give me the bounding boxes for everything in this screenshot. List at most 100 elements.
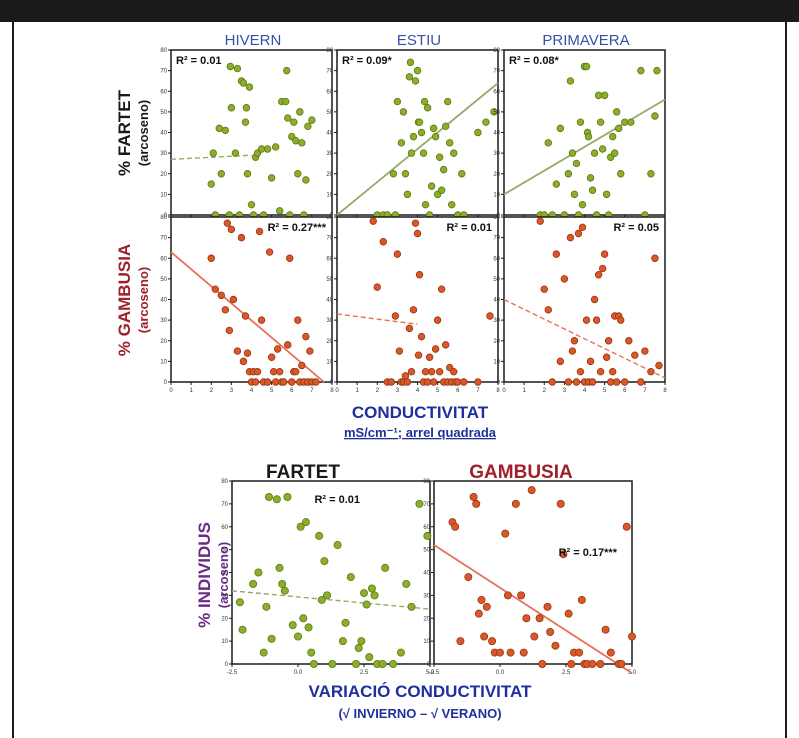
data-point (284, 114, 292, 122)
data-point (469, 493, 478, 502)
data-point (370, 591, 379, 600)
data-point (239, 357, 248, 366)
data-point (458, 170, 466, 178)
data-point (407, 367, 416, 376)
data-point (448, 200, 456, 209)
data-point (488, 637, 497, 646)
data-point (590, 295, 599, 304)
data-point (536, 217, 544, 225)
data-point (328, 660, 337, 669)
data-point (409, 132, 418, 141)
data-point (292, 137, 300, 145)
fit-line (336, 82, 499, 216)
y-tick-label: 80 (493, 215, 500, 221)
y-tick-label: 40 (160, 131, 167, 137)
y-tick-label: 50 (221, 548, 228, 554)
y-tick-label: 50 (326, 110, 333, 116)
data-point (395, 347, 404, 355)
data-point (551, 641, 560, 650)
data-point (288, 378, 296, 386)
data-point (556, 499, 565, 508)
x-tick-label: 2.5 (360, 670, 369, 676)
data-point (570, 190, 579, 199)
data-point (425, 353, 434, 361)
data-point (480, 632, 489, 641)
data-point (413, 229, 422, 238)
x-tick-label: 8 (330, 388, 334, 394)
data-point (393, 97, 402, 106)
x-tick-label: 2 (376, 388, 380, 394)
data-point (302, 176, 310, 184)
y-label-individus-sub: (arcoseno) (216, 542, 231, 608)
data-point (653, 66, 661, 75)
data-point (450, 149, 458, 157)
data-point (546, 627, 555, 636)
data-point (401, 170, 410, 178)
data-point (294, 316, 302, 324)
r-squared-label: R² = 0.09* (342, 55, 393, 67)
y-tick-label: 0 (164, 213, 168, 219)
data-point (231, 149, 240, 157)
data-point (362, 600, 371, 609)
data-point (217, 291, 226, 300)
y-tick-label: 70 (160, 69, 167, 75)
data-point (615, 124, 623, 133)
data-point (596, 660, 605, 669)
data-point (570, 337, 579, 345)
data-point (312, 378, 320, 386)
y-tick-label: 0 (330, 380, 334, 386)
data-point (637, 66, 645, 75)
data-point (414, 351, 423, 359)
data-point (568, 149, 577, 157)
x-tick-label: 2.5 (562, 670, 571, 676)
fit-line (170, 154, 252, 161)
data-point (307, 648, 316, 657)
data-point (209, 149, 217, 157)
data-point (369, 217, 377, 225)
data-point (598, 264, 607, 273)
data-point (267, 634, 276, 643)
y-tick-label: 10 (326, 359, 333, 365)
data-point (559, 550, 568, 559)
data-point (482, 602, 491, 611)
data-point (435, 153, 444, 161)
data-point (223, 219, 232, 227)
data-point (601, 625, 610, 634)
data-point (517, 591, 526, 600)
data-point (393, 250, 402, 258)
data-point (511, 499, 520, 508)
data-point (269, 367, 278, 376)
x-tick-label: 6 (623, 388, 627, 394)
y-tick-label: 50 (423, 548, 430, 554)
data-point (576, 118, 585, 126)
data-point (446, 139, 454, 147)
data-point (596, 118, 605, 126)
data-point (301, 518, 310, 527)
col-title-hivern: HIVERN (225, 32, 282, 49)
data-point (207, 180, 215, 188)
data-point (221, 306, 230, 314)
data-point (477, 595, 486, 604)
data-point (333, 541, 342, 550)
data-point (237, 233, 246, 242)
panel-frame (170, 216, 333, 383)
data-point (588, 660, 597, 669)
data-point (359, 589, 368, 598)
data-point (264, 493, 273, 502)
x-tick-label: -2.5 (429, 670, 440, 676)
x-tick-label: 8 (496, 388, 500, 394)
x-tick-label: 5 (270, 388, 274, 394)
data-point (582, 316, 591, 324)
data-point (239, 79, 248, 87)
data-point (407, 602, 416, 611)
data-point (225, 326, 234, 335)
y-tick-label: 30 (160, 151, 167, 157)
data-point (402, 579, 411, 588)
data-point (474, 378, 482, 386)
data-point (286, 254, 294, 262)
data-point (586, 174, 595, 182)
top-bar (0, 0, 799, 22)
y-tick-label: 70 (493, 69, 500, 75)
data-point (441, 122, 450, 131)
